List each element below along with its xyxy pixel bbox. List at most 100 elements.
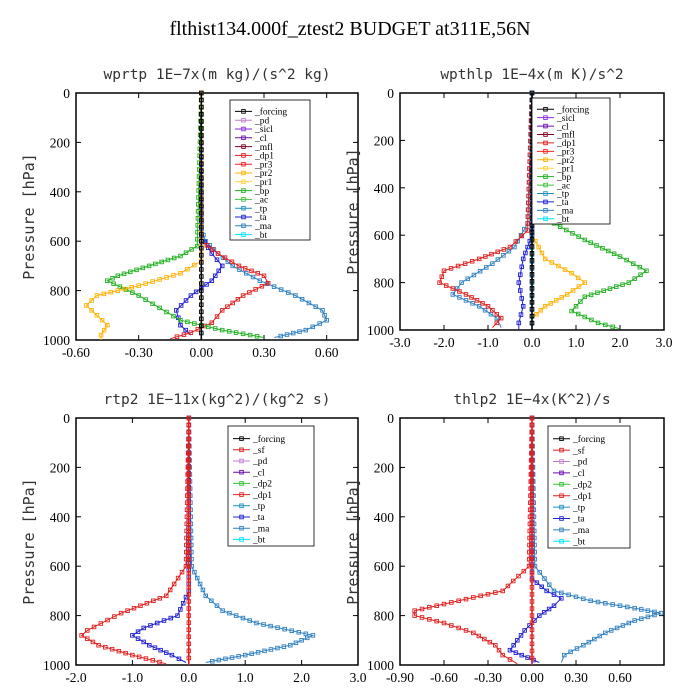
series-marker-ta xyxy=(519,264,524,270)
series-marker-dp1 xyxy=(163,593,169,599)
series-marker-bp xyxy=(582,237,588,243)
series-marker-sf xyxy=(186,578,192,583)
series-marker-ta xyxy=(163,650,169,655)
series-marker-ma xyxy=(233,613,239,618)
series-marker-ta xyxy=(209,278,215,283)
series-marker-pr2 xyxy=(122,286,127,292)
series-marker-dp1 xyxy=(157,659,162,665)
series-marker-forcing xyxy=(199,231,204,237)
series-marker-dp1 xyxy=(525,221,531,226)
series-marker-forcing xyxy=(199,104,204,110)
legend-label: _forcing xyxy=(556,104,589,115)
series-marker-ma xyxy=(189,563,194,569)
series-marker-dp1 xyxy=(507,657,513,662)
series-marker-sf xyxy=(529,613,535,618)
series-marker-dp1 xyxy=(507,244,513,250)
series-marker-dp1 xyxy=(210,247,215,252)
legend-label: _forcing xyxy=(252,434,285,445)
legend-label: _sf xyxy=(572,445,585,456)
series-marker-bp xyxy=(601,288,606,293)
series-marker-ma xyxy=(299,638,304,643)
series-marker-bp xyxy=(159,259,164,265)
series-marker-ta xyxy=(183,327,188,333)
series-marker-pr2 xyxy=(192,262,197,268)
series-marker-dp1 xyxy=(265,280,271,286)
series-marker-bp xyxy=(573,304,579,309)
series-marker-ma xyxy=(450,292,456,297)
series-marker-forcing xyxy=(199,154,204,159)
series-marker-pr2 xyxy=(542,256,548,262)
series-marker-forcing xyxy=(199,295,204,300)
series-marker-bp xyxy=(157,305,162,311)
series-marker-ma xyxy=(506,248,512,254)
series-marker-pr2 xyxy=(569,270,574,276)
legend-marker xyxy=(543,106,548,112)
x-tick-label: -2.0 xyxy=(433,335,455,350)
series-marker-ma xyxy=(626,620,632,626)
series-marker-ma xyxy=(457,295,462,300)
series-marker-ma xyxy=(597,633,603,639)
series-marker-ta xyxy=(559,596,564,601)
series-marker-bp xyxy=(557,224,563,229)
series-marker-sf xyxy=(186,542,192,548)
series-marker-forcing xyxy=(529,265,535,270)
series-marker-sf xyxy=(186,443,192,449)
series-marker-sf xyxy=(186,571,192,576)
legend-label: _sicl xyxy=(254,125,273,135)
series-marker-bp xyxy=(620,282,625,287)
series-marker-dp1 xyxy=(443,283,449,288)
series-marker-ma xyxy=(214,603,220,608)
chart-panel-3: rtp2 1E−11x(kg^2)/(kg^2 s) Pressure [hPa]… xyxy=(20,392,367,685)
x-tick-label: -3.0 xyxy=(389,335,411,350)
legend-marker xyxy=(241,170,246,176)
series-marker-forcing xyxy=(529,299,535,305)
series-marker-bp xyxy=(607,286,613,291)
series-marker-dp1 xyxy=(462,261,468,266)
chart-title: wprtp 1E−7x(m kg)/(s^2 kg) xyxy=(104,67,331,83)
series-marker-ma xyxy=(290,330,296,336)
series-marker-ta xyxy=(174,308,179,313)
series-marker-ma xyxy=(324,317,329,323)
series-marker-ma xyxy=(566,592,571,598)
x-tick-label: 1.0 xyxy=(237,670,254,685)
series-marker-forcing xyxy=(199,147,204,152)
series-marker-sf xyxy=(529,472,535,477)
y-tick-label: 0 xyxy=(387,411,394,426)
legend-label: _sf xyxy=(252,445,265,456)
series-marker-ma xyxy=(574,646,580,651)
legend-label: _bt xyxy=(572,538,586,548)
series-marker-dp1 xyxy=(103,644,108,650)
x-tick-label: 2.0 xyxy=(612,335,629,350)
series-marker-dp1 xyxy=(449,600,454,605)
series-marker-bp xyxy=(569,308,574,314)
series-marker-ta xyxy=(178,322,183,328)
series-marker-dp1 xyxy=(157,596,163,601)
series-marker-forcing xyxy=(199,111,204,117)
series-marker-bp xyxy=(564,227,569,233)
series-marker-forcing xyxy=(199,224,204,230)
series-marker-ta xyxy=(539,584,545,590)
series-marker-ta xyxy=(178,607,183,612)
legend-marker xyxy=(559,436,564,441)
series-marker-bp xyxy=(247,332,253,338)
series-marker-ma xyxy=(278,333,283,339)
legend-label: _dp2 xyxy=(252,480,272,490)
series-marker-forcing xyxy=(199,246,204,251)
legend-marker xyxy=(543,208,548,213)
series-marker-dp1 xyxy=(456,625,461,631)
x-tick-label: -0.60 xyxy=(430,670,458,685)
series-marker-ta xyxy=(188,293,194,298)
series-marker-forcing xyxy=(199,140,204,145)
series-marker-ma xyxy=(250,274,256,280)
series-line-ta xyxy=(131,418,190,663)
series-marker-dp1 xyxy=(249,268,254,274)
series-marker-bp xyxy=(165,257,171,263)
series-marker-ma xyxy=(501,253,506,258)
series-marker-pr2 xyxy=(559,295,564,300)
y-axis-label: Pressure [hPa] xyxy=(344,478,362,604)
series-marker-sf xyxy=(186,458,192,463)
legend-marker xyxy=(241,214,246,220)
legend-label: _ta xyxy=(252,513,265,523)
series-marker-dp1 xyxy=(427,605,432,610)
series-marker-dp1 xyxy=(85,628,90,633)
